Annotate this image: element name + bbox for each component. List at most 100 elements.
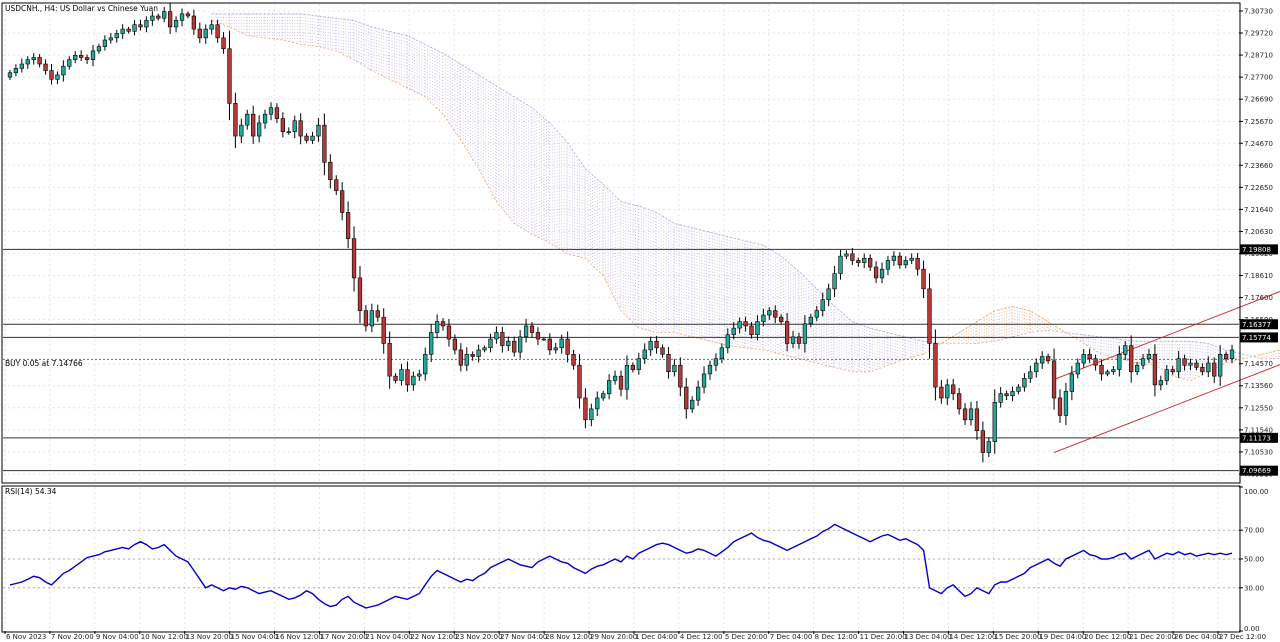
candle-body	[873, 266, 879, 279]
horizontal-levels: 7.19808 7.16377 7.15774 7.11173 7.09669	[3, 244, 1278, 476]
y-tick-label: 7.12550	[1244, 404, 1273, 412]
candle-body	[120, 28, 125, 34]
candle-body	[962, 408, 968, 421]
candle-body	[1063, 391, 1069, 416]
candle-body	[992, 402, 997, 442]
level-price-label: 7.19808	[1242, 246, 1271, 254]
candle-body	[191, 15, 197, 30]
candle-body	[1081, 354, 1086, 364]
candle-body	[162, 11, 167, 19]
candle-body	[1212, 362, 1217, 377]
candle-body	[844, 253, 849, 257]
candle-body	[779, 316, 784, 322]
candle-body	[968, 408, 974, 421]
candle-body	[1034, 362, 1039, 373]
candle-body	[518, 336, 523, 353]
candle-body	[506, 340, 511, 346]
candle-body	[476, 349, 481, 357]
candle-body	[185, 13, 191, 17]
candle-body	[96, 46, 102, 52]
candle-body	[850, 253, 855, 261]
candle-body	[731, 327, 736, 335]
candle-body	[1218, 354, 1223, 377]
x-tick-label: 5 Dec 20:00	[725, 633, 768, 641]
candle-body	[227, 48, 232, 104]
candle-body	[891, 255, 897, 261]
candle-body	[1200, 367, 1205, 373]
candle-body	[482, 347, 487, 351]
y-tick-label: 7.29720	[1244, 30, 1273, 38]
candle-body	[1004, 393, 1009, 397]
candle-body	[1087, 354, 1092, 359]
x-tick-label: 27 Nov 04:00	[500, 633, 547, 641]
channel-upper	[1053, 291, 1280, 380]
candle-body	[684, 386, 689, 410]
y-tick-label: 7.21640	[1244, 206, 1273, 214]
candle-body	[856, 260, 861, 263]
candle-body	[357, 277, 363, 311]
candle-body	[1069, 373, 1075, 392]
candle-body	[393, 375, 398, 381]
channel-lower	[1053, 364, 1280, 453]
rsi-tick-label: 100.00	[1244, 488, 1269, 496]
candle-body	[256, 122, 262, 137]
x-tick-label: 1 Dec 04:00	[635, 633, 678, 641]
x-tick-label: 17 Nov 20:00	[320, 633, 367, 641]
candle-body	[773, 310, 778, 318]
candle-body	[464, 354, 469, 366]
y-tick-label: 7.27700	[1244, 74, 1273, 82]
candle-body	[957, 393, 962, 410]
candle-body	[197, 28, 202, 39]
candle-body	[298, 120, 303, 137]
candle-body	[55, 74, 60, 80]
candle-body	[885, 260, 891, 270]
candle-body	[322, 124, 327, 163]
level-price-tag	[1240, 332, 1278, 343]
candle-body	[67, 59, 72, 67]
candle-body	[642, 349, 647, 359]
candle-body	[571, 354, 576, 366]
candles	[7, 3, 1235, 463]
candle-body	[245, 113, 250, 126]
y-tick-label: 7.22650	[1244, 184, 1273, 192]
candle-body	[179, 13, 185, 21]
x-tick-label: 20 Dec 12:00	[1084, 633, 1131, 641]
candle-body	[102, 39, 108, 47]
candle-body	[84, 57, 90, 60]
candle-body	[292, 120, 297, 132]
candle-body	[429, 332, 434, 355]
candle-body	[1134, 364, 1140, 373]
candle-body	[1170, 369, 1175, 373]
candle-body	[13, 68, 19, 74]
x-tick-label: 7 Nov 20:00	[51, 633, 94, 641]
y-tick-label: 7.26690	[1244, 96, 1273, 104]
candle-body	[1188, 362, 1193, 366]
candle-body	[583, 397, 588, 421]
x-tick-label: 28 Nov 12:00	[545, 633, 592, 641]
level-price-label: 7.11173	[1242, 434, 1271, 442]
candle-body	[215, 24, 220, 39]
candle-body	[1051, 360, 1057, 399]
candle-body	[749, 325, 754, 335]
axes: 7.30730 7.29720 7.28710 7.27700 7.26690 7.256…	[4, 7, 1273, 641]
x-tick-label: 13 Nov 20:00	[186, 633, 233, 641]
rsi-label: RSI(14) 54.34	[5, 487, 57, 496]
candle-body	[654, 340, 659, 349]
candle-body	[933, 343, 938, 388]
candle-body	[351, 238, 357, 279]
x-tick-label: 11 Dec 20:00	[860, 633, 907, 641]
candle-body	[1194, 362, 1199, 368]
candle-body	[1099, 364, 1104, 375]
x-tick-label: 15 Nov 04:00	[231, 633, 278, 641]
candle-body	[280, 118, 285, 132]
candle-body	[974, 408, 980, 432]
candle-body	[630, 364, 636, 370]
candle-body	[862, 257, 867, 263]
candle-body	[695, 386, 701, 401]
candle-body	[1028, 371, 1033, 379]
candle-body	[1123, 345, 1128, 355]
candle-body	[624, 364, 630, 390]
candle-body	[405, 369, 410, 386]
x-tick-label: 9 Nov 04:00	[96, 633, 139, 641]
x-tick-label: 23 Nov 20:00	[455, 633, 502, 641]
